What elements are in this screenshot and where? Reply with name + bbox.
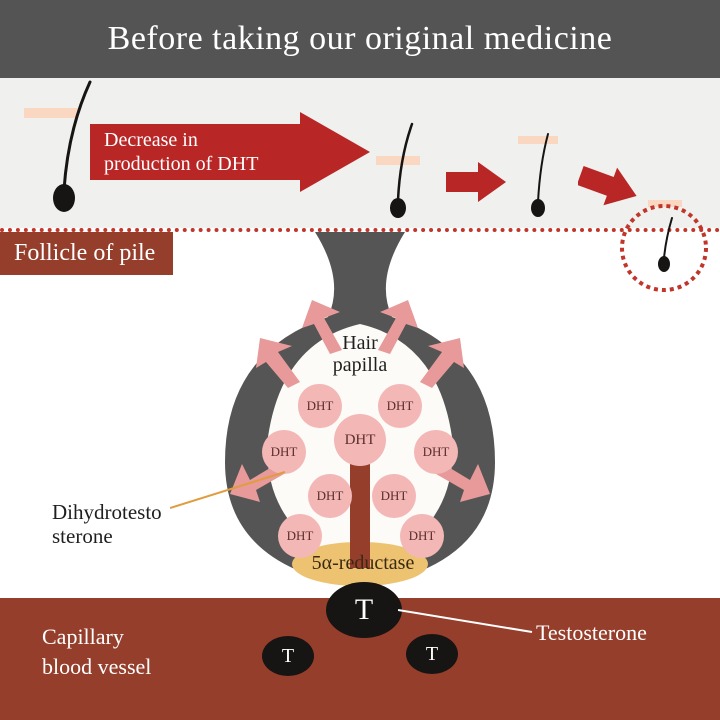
header-bar: Before taking our original medicine [0, 0, 720, 78]
dht-blob: DHT [414, 430, 458, 474]
testosterone-label: Testosterone [536, 620, 647, 646]
dht-leader-line [170, 470, 290, 510]
follicle-label: Follicle of pile [14, 240, 155, 266]
dht-blob: DHT [378, 384, 422, 428]
small-arrow-1 [446, 160, 506, 204]
testosterone-leader [398, 606, 538, 636]
decrease-arrow: Decrease in production of DHT [90, 112, 370, 197]
arrow-label-1: Decrease in [104, 129, 198, 151]
t-blob-large: T [326, 582, 402, 638]
hair-strand-1 [20, 80, 110, 230]
dht-blob: DHT [262, 430, 306, 474]
t-blob-small-right: T [406, 634, 458, 674]
dht-full-label: Dihydrotesto sterone [52, 500, 162, 548]
capillary-label: Capillary blood vessel [42, 622, 151, 681]
t-blob-small-left: T [262, 636, 314, 676]
hair-strand-3 [514, 130, 566, 230]
hair-strand-4-circle [614, 198, 714, 298]
hair-papilla-label: Hair papilla [300, 332, 420, 376]
page-title: Before taking our original medicine [108, 20, 613, 58]
enzyme-label: 5α-reductase [298, 552, 428, 575]
dht-blob-center: DHT [334, 414, 386, 466]
hair-strand-2 [370, 120, 430, 230]
dht-blob: DHT [308, 474, 352, 518]
follicle-label-box: Follicle of pile [0, 232, 173, 275]
dht-blob: DHT [372, 474, 416, 518]
dht-blob: DHT [298, 384, 342, 428]
arrow-label-2: production of DHT [104, 153, 258, 175]
